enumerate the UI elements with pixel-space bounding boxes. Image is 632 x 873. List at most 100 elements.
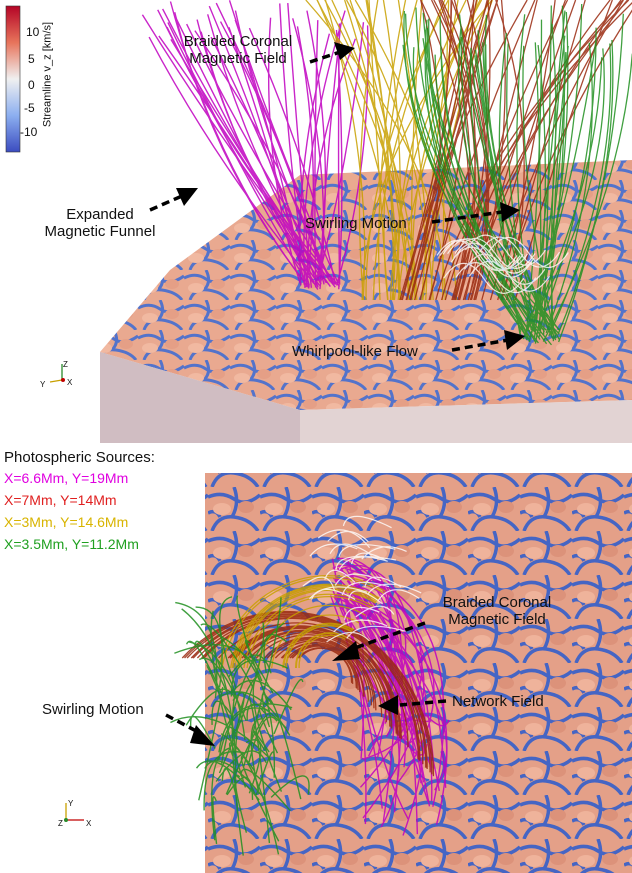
field-line bbox=[479, 236, 561, 268]
field-line bbox=[317, 529, 371, 549]
arrow-braided-bottom bbox=[332, 641, 360, 661]
bottom-green-lines bbox=[170, 595, 310, 856]
field-line bbox=[281, 642, 365, 697]
field-line bbox=[333, 619, 388, 633]
field-line bbox=[220, 622, 285, 764]
field-line bbox=[514, 0, 613, 301]
field-line bbox=[148, 36, 315, 284]
field-line bbox=[199, 657, 247, 721]
field-line bbox=[439, 0, 476, 301]
field-line bbox=[336, 557, 397, 822]
field-line bbox=[550, 35, 566, 342]
field-line bbox=[194, 640, 228, 693]
field-line bbox=[365, 0, 412, 301]
label-swirling-motion-top: Swirling Motion bbox=[305, 215, 407, 232]
field-line bbox=[292, 18, 325, 290]
field-line bbox=[212, 796, 218, 845]
top-axis-y: Y bbox=[40, 380, 46, 389]
field-line bbox=[366, 0, 395, 301]
label-expanded-funnel: Expanded Magnetic Funnel bbox=[44, 206, 156, 240]
field-line bbox=[273, 678, 304, 735]
top-scene bbox=[5, 0, 632, 443]
colorbar-tick-5: 5 bbox=[28, 52, 35, 66]
field-line bbox=[346, 625, 407, 639]
field-line bbox=[210, 610, 247, 788]
field-line bbox=[174, 644, 263, 682]
field-line bbox=[474, 55, 537, 334]
field-line bbox=[232, 691, 245, 731]
field-line bbox=[309, 543, 358, 557]
bottom-yellow-lines bbox=[218, 575, 386, 669]
field-line bbox=[532, 10, 566, 332]
field-line bbox=[422, 12, 548, 345]
field-line bbox=[342, 515, 392, 529]
field-line bbox=[228, 0, 306, 285]
field-line bbox=[533, 45, 547, 340]
field-line bbox=[210, 36, 319, 288]
field-line bbox=[219, 21, 325, 285]
field-line bbox=[329, 543, 373, 556]
field-line bbox=[231, 679, 292, 711]
field-line bbox=[522, 57, 603, 340]
field-line bbox=[335, 596, 426, 836]
field-line bbox=[464, 234, 546, 266]
field-line bbox=[268, 698, 302, 800]
field-line bbox=[240, 768, 291, 812]
field-line bbox=[454, 237, 536, 270]
top-panel-3d-view: 10 5 0 -5 -10 Streamline v_z [km/s] Brai… bbox=[5, 0, 632, 443]
field-line bbox=[412, 47, 560, 335]
field-line bbox=[261, 693, 273, 728]
field-line bbox=[190, 715, 216, 749]
field-line bbox=[298, 634, 346, 669]
field-line bbox=[311, 588, 356, 600]
field-line bbox=[218, 707, 271, 760]
field-line bbox=[316, 0, 402, 301]
source-yellow: X=3Mm, Y=14.6Mm bbox=[4, 514, 129, 530]
field-line bbox=[337, 23, 341, 285]
colorbar-title: Streamline v_z [km/s] bbox=[41, 21, 54, 128]
field-line bbox=[198, 687, 224, 801]
field-line bbox=[266, 637, 375, 709]
field-line bbox=[141, 14, 336, 288]
bottom-axis-triad bbox=[64, 803, 84, 822]
colorbar-bar bbox=[5, 5, 21, 153]
colorbar-tick-neg5: -5 bbox=[24, 101, 35, 115]
field-line bbox=[484, 14, 536, 333]
field-line bbox=[489, 0, 624, 301]
field-line bbox=[220, 635, 275, 778]
field-line bbox=[211, 747, 231, 841]
field-line bbox=[338, 544, 396, 558]
arrow-funnel bbox=[176, 188, 198, 206]
field-line bbox=[324, 0, 418, 301]
source-green: X=3.5Mm, Y=11.2Mm bbox=[4, 536, 139, 552]
field-line bbox=[377, 589, 420, 601]
arrow-swirl-bottom bbox=[190, 725, 215, 746]
field-line bbox=[200, 623, 254, 689]
label-braided-coronal-field-bottom: Braided Coronal Magnetic Field bbox=[442, 594, 552, 628]
field-line bbox=[285, 625, 353, 669]
field-line bbox=[346, 577, 433, 769]
field-line bbox=[218, 691, 291, 736]
field-line bbox=[166, 26, 341, 288]
field-line bbox=[415, 7, 531, 338]
source-red: X=7Mm, Y=14Mm bbox=[4, 492, 117, 508]
field-line bbox=[428, 18, 529, 340]
source-magenta: X=6.6Mm, Y=19Mm bbox=[4, 470, 129, 486]
field-line bbox=[218, 622, 265, 774]
field-line bbox=[314, 20, 319, 288]
field-line bbox=[455, 262, 537, 294]
field-line bbox=[249, 632, 387, 723]
field-line bbox=[202, 617, 420, 760]
field-line bbox=[267, 17, 301, 284]
field-line bbox=[474, 49, 521, 335]
field-line bbox=[450, 246, 532, 278]
field-line bbox=[238, 589, 376, 669]
bottom-scene bbox=[64, 473, 632, 873]
field-line bbox=[236, 588, 377, 669]
field-line bbox=[324, 0, 366, 301]
top-axis-triad bbox=[49, 364, 65, 383]
photosphere-map bbox=[205, 473, 632, 873]
field-line bbox=[453, 242, 535, 274]
field-line bbox=[215, 750, 267, 782]
bottom-axis-y: Y bbox=[68, 799, 74, 808]
